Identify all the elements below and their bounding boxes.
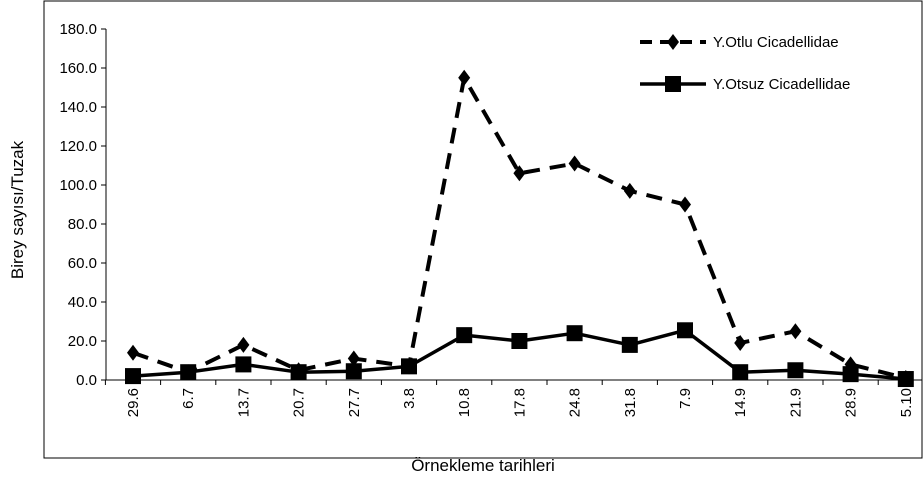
legend-label: Y.Otsuz Cicadellidae [713,76,850,93]
x-tick-label: 17.8 [511,388,528,417]
legend-diamond-marker [667,34,679,50]
series-otlu-point [789,323,802,340]
series-otsuz-point [235,356,252,373]
series-otsuz-point [677,322,693,339]
series-otsuz-point [897,371,914,388]
x-tick-label: 3.8 [401,388,418,409]
series-otlu-point [679,196,691,213]
x-tick-label: 27.7 [346,388,363,417]
series-otlu-point [127,344,139,361]
series-otsuz-point [787,362,804,379]
series-otlu-point [347,350,360,367]
y-tick-label: 0.0 [76,372,97,389]
y-tick-label: 140.0 [59,99,97,116]
y-tick-label: 20.0 [68,333,97,350]
y-tick-label: 160.0 [59,60,97,77]
series-otlu-point [623,182,636,199]
x-ticks: 29.6 6.7 13.7 20.7 27.7 3.8 10.8 17.8 24.8 31.8 7.… [104,380,915,417]
y-tick-label: 100.0 [59,177,97,194]
x-tick-label: 20.7 [291,388,308,417]
series-otsuz-point [125,368,141,385]
series-otsuz-point [180,364,197,381]
series-otlu-line [132,75,907,380]
series-otsuz-point [456,327,473,344]
x-tick-label: 10.8 [456,388,473,417]
legend-square-marker [665,76,681,92]
x-tick-label: 7.9 [677,388,694,409]
series-otsuz-point [621,336,638,353]
series-otsuz-point [401,358,417,375]
x-tick-label: 24.8 [567,388,584,417]
series-otsuz-point [732,364,749,381]
series-layer [125,69,914,388]
y-tick-label: 80.0 [68,216,97,233]
series-otsuz-point [511,333,528,349]
y-tick-label: 180.0 [59,21,97,38]
y-tick-label: 40.0 [68,294,97,311]
legend-label: Y.Otlu Cicadellidae [713,34,839,51]
y-ticks: 0.0 20.0 40.0 60.0 80.0 100.0 120.0 140.0 160.0 1… [59,21,106,389]
y-tick-label: 60.0 [68,255,97,272]
plot-frame [43,0,923,459]
x-axis-title: Örnekleme tarihleri [411,456,555,475]
series-otsuz-point [345,363,362,380]
series-otlu-point [458,69,471,86]
series-otsuz-point [566,325,583,342]
x-tick-label: 13.7 [235,388,252,417]
series-otlu-point [734,334,747,351]
x-tick-label: 21.9 [787,388,804,417]
series-otsuz-point [842,366,859,383]
x-tick-label: 5.10 [898,388,915,417]
series-otlu-point [568,155,581,172]
series-otlu-point [237,336,250,353]
x-tick-label: 14.9 [732,388,749,417]
y-tick-label: 120.0 [59,138,97,155]
x-tick-label: 28.9 [843,388,860,417]
series-otsuz-point [290,364,307,381]
x-tick-label: 6.7 [180,388,197,409]
y-axis-title: Birey sayısı/Tuzak [8,140,27,279]
x-tick-label: 31.8 [622,388,639,417]
x-tick-label: 29.6 [125,388,142,417]
series-otlu-point [513,165,526,182]
legend: Y.Otlu Cicadellidae Y.Otsuz Cicadellidae [640,34,850,93]
